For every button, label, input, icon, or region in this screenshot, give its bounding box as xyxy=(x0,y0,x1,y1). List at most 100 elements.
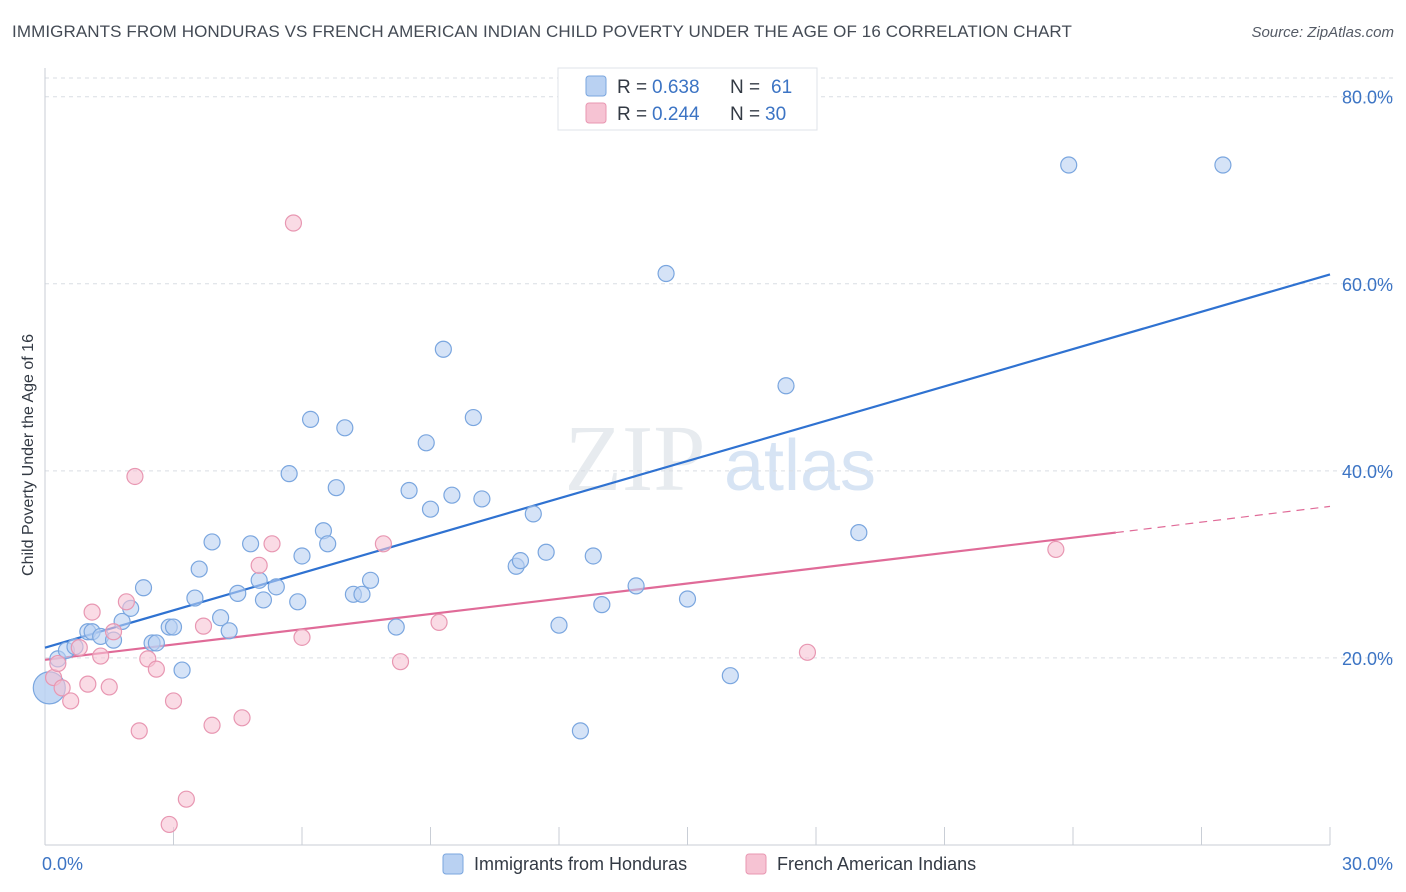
honduras-point xyxy=(327,479,345,497)
french-american-indian-point xyxy=(233,709,251,727)
french-american-indian-point xyxy=(250,556,268,574)
honduras-point xyxy=(511,552,530,570)
y-tick-label: 40.0% xyxy=(1342,462,1393,482)
honduras-point xyxy=(721,667,739,685)
french-american-indian-trend-extension xyxy=(1115,505,1331,534)
french-american-indian-point xyxy=(79,675,97,693)
honduras-point xyxy=(164,618,183,636)
french-american-indian-point xyxy=(147,660,165,678)
honduras-point xyxy=(250,571,268,589)
honduras-point xyxy=(850,523,868,542)
watermark-zip: ZIP xyxy=(565,407,706,511)
french-american-indian-point xyxy=(117,593,135,611)
honduras-point xyxy=(657,264,675,283)
french-american-indian-point xyxy=(92,647,110,665)
chart-title: IMMIGRANTS FROM HONDURAS VS FRENCH AMERI… xyxy=(12,22,1072,41)
honduras-point xyxy=(186,589,204,607)
honduras-point xyxy=(421,500,440,518)
honduras-point xyxy=(319,535,337,553)
honduras-point xyxy=(627,577,645,595)
french-american-indian-point xyxy=(53,679,71,697)
grid-lines xyxy=(45,77,1395,659)
legend-n-value-1: 61 xyxy=(771,77,792,98)
axes xyxy=(44,68,1331,846)
legend-r-label-2: R = xyxy=(617,104,647,125)
honduras-point xyxy=(134,579,153,597)
x-tick-label-min: 0.0% xyxy=(42,854,83,874)
legend-swatch-blue xyxy=(585,75,607,97)
honduras-point xyxy=(336,419,354,437)
honduras-point xyxy=(678,590,697,608)
y-tick-label: 60.0% xyxy=(1342,275,1393,295)
honduras-point xyxy=(593,596,611,614)
french-american-indian-point xyxy=(160,815,178,834)
french-american-indian-point xyxy=(130,722,148,740)
honduras-point xyxy=(242,535,260,553)
legend-n-value-2: 30 xyxy=(765,104,786,125)
watermark: ZIP atlas xyxy=(565,407,877,511)
honduras-point xyxy=(387,618,405,636)
honduras-point xyxy=(571,722,590,740)
honduras-point xyxy=(1214,156,1232,174)
x-tick-label-max: 30.0% xyxy=(1342,854,1393,874)
french-american-indian-point xyxy=(177,790,195,808)
honduras-point xyxy=(473,490,491,508)
honduras-point xyxy=(293,547,311,565)
tick-labels: 20.0% 40.0% 60.0% 80.0% 0.0% 30.0% xyxy=(42,88,1393,874)
bottom-legend-label-2: French American Indians xyxy=(777,854,976,874)
y-axis-label: Child Poverty Under the Age of 16 xyxy=(20,334,37,576)
honduras-point xyxy=(301,410,320,429)
honduras-point xyxy=(267,578,285,596)
honduras-point xyxy=(777,377,795,395)
honduras-point xyxy=(190,560,208,578)
honduras-point xyxy=(417,434,435,452)
honduras-point xyxy=(280,465,298,483)
french-american-indian-point xyxy=(263,535,281,553)
honduras-point xyxy=(434,340,452,358)
french-american-indian-point xyxy=(284,214,303,232)
honduras-point xyxy=(147,634,165,652)
bottom-legend-swatch-pink xyxy=(745,853,767,875)
honduras-point xyxy=(212,609,230,627)
source-label: Source: ZipAtlas.com xyxy=(1251,24,1394,41)
french-american-indian-point xyxy=(49,654,67,673)
top-legend: R = 0.638 N = 61 R = 0.244 N = 30 xyxy=(557,67,818,131)
honduras-point xyxy=(550,616,568,634)
french-american-indian-trend-line xyxy=(44,531,1116,661)
honduras-point xyxy=(229,584,247,602)
french-american-indian-point xyxy=(70,639,88,657)
legend-n-label-2: N = xyxy=(730,104,760,125)
watermark-atlas: atlas xyxy=(724,426,876,506)
french-american-indian-point xyxy=(83,603,101,621)
french-american-indian-point xyxy=(194,617,213,635)
french-american-indian-point xyxy=(203,716,221,734)
french-american-indian-point xyxy=(104,623,123,641)
y-tick-label: 20.0% xyxy=(1342,649,1393,669)
legend-r-value-1: 0.638 xyxy=(652,77,700,98)
honduras-point xyxy=(400,481,418,500)
honduras-point xyxy=(353,585,371,603)
french-american-indian-point xyxy=(430,613,448,631)
legend-r-value-2: 0.244 xyxy=(652,104,700,125)
honduras-point xyxy=(220,622,238,640)
honduras-point xyxy=(173,661,191,679)
honduras-point xyxy=(361,571,380,589)
legend-n-label-1: N = xyxy=(730,77,760,98)
honduras-point xyxy=(537,543,555,561)
french-american-indian-point xyxy=(126,467,144,486)
french-american-indian-point xyxy=(798,643,817,661)
honduras-point xyxy=(464,408,482,427)
french-american-indian-point xyxy=(391,653,410,671)
honduras-point xyxy=(584,547,602,565)
data-points xyxy=(32,156,1232,834)
honduras-point xyxy=(1060,156,1078,174)
french-american-indian-point xyxy=(374,535,392,553)
honduras-point xyxy=(254,591,273,609)
bottom-legend-label-1: Immigrants from Honduras xyxy=(474,854,687,874)
french-american-indian-point xyxy=(293,628,311,646)
honduras-point xyxy=(524,505,542,523)
bottom-legend: Immigrants from Honduras French American… xyxy=(442,853,976,875)
legend-swatch-pink xyxy=(585,102,607,124)
french-american-indian-point xyxy=(62,692,80,710)
